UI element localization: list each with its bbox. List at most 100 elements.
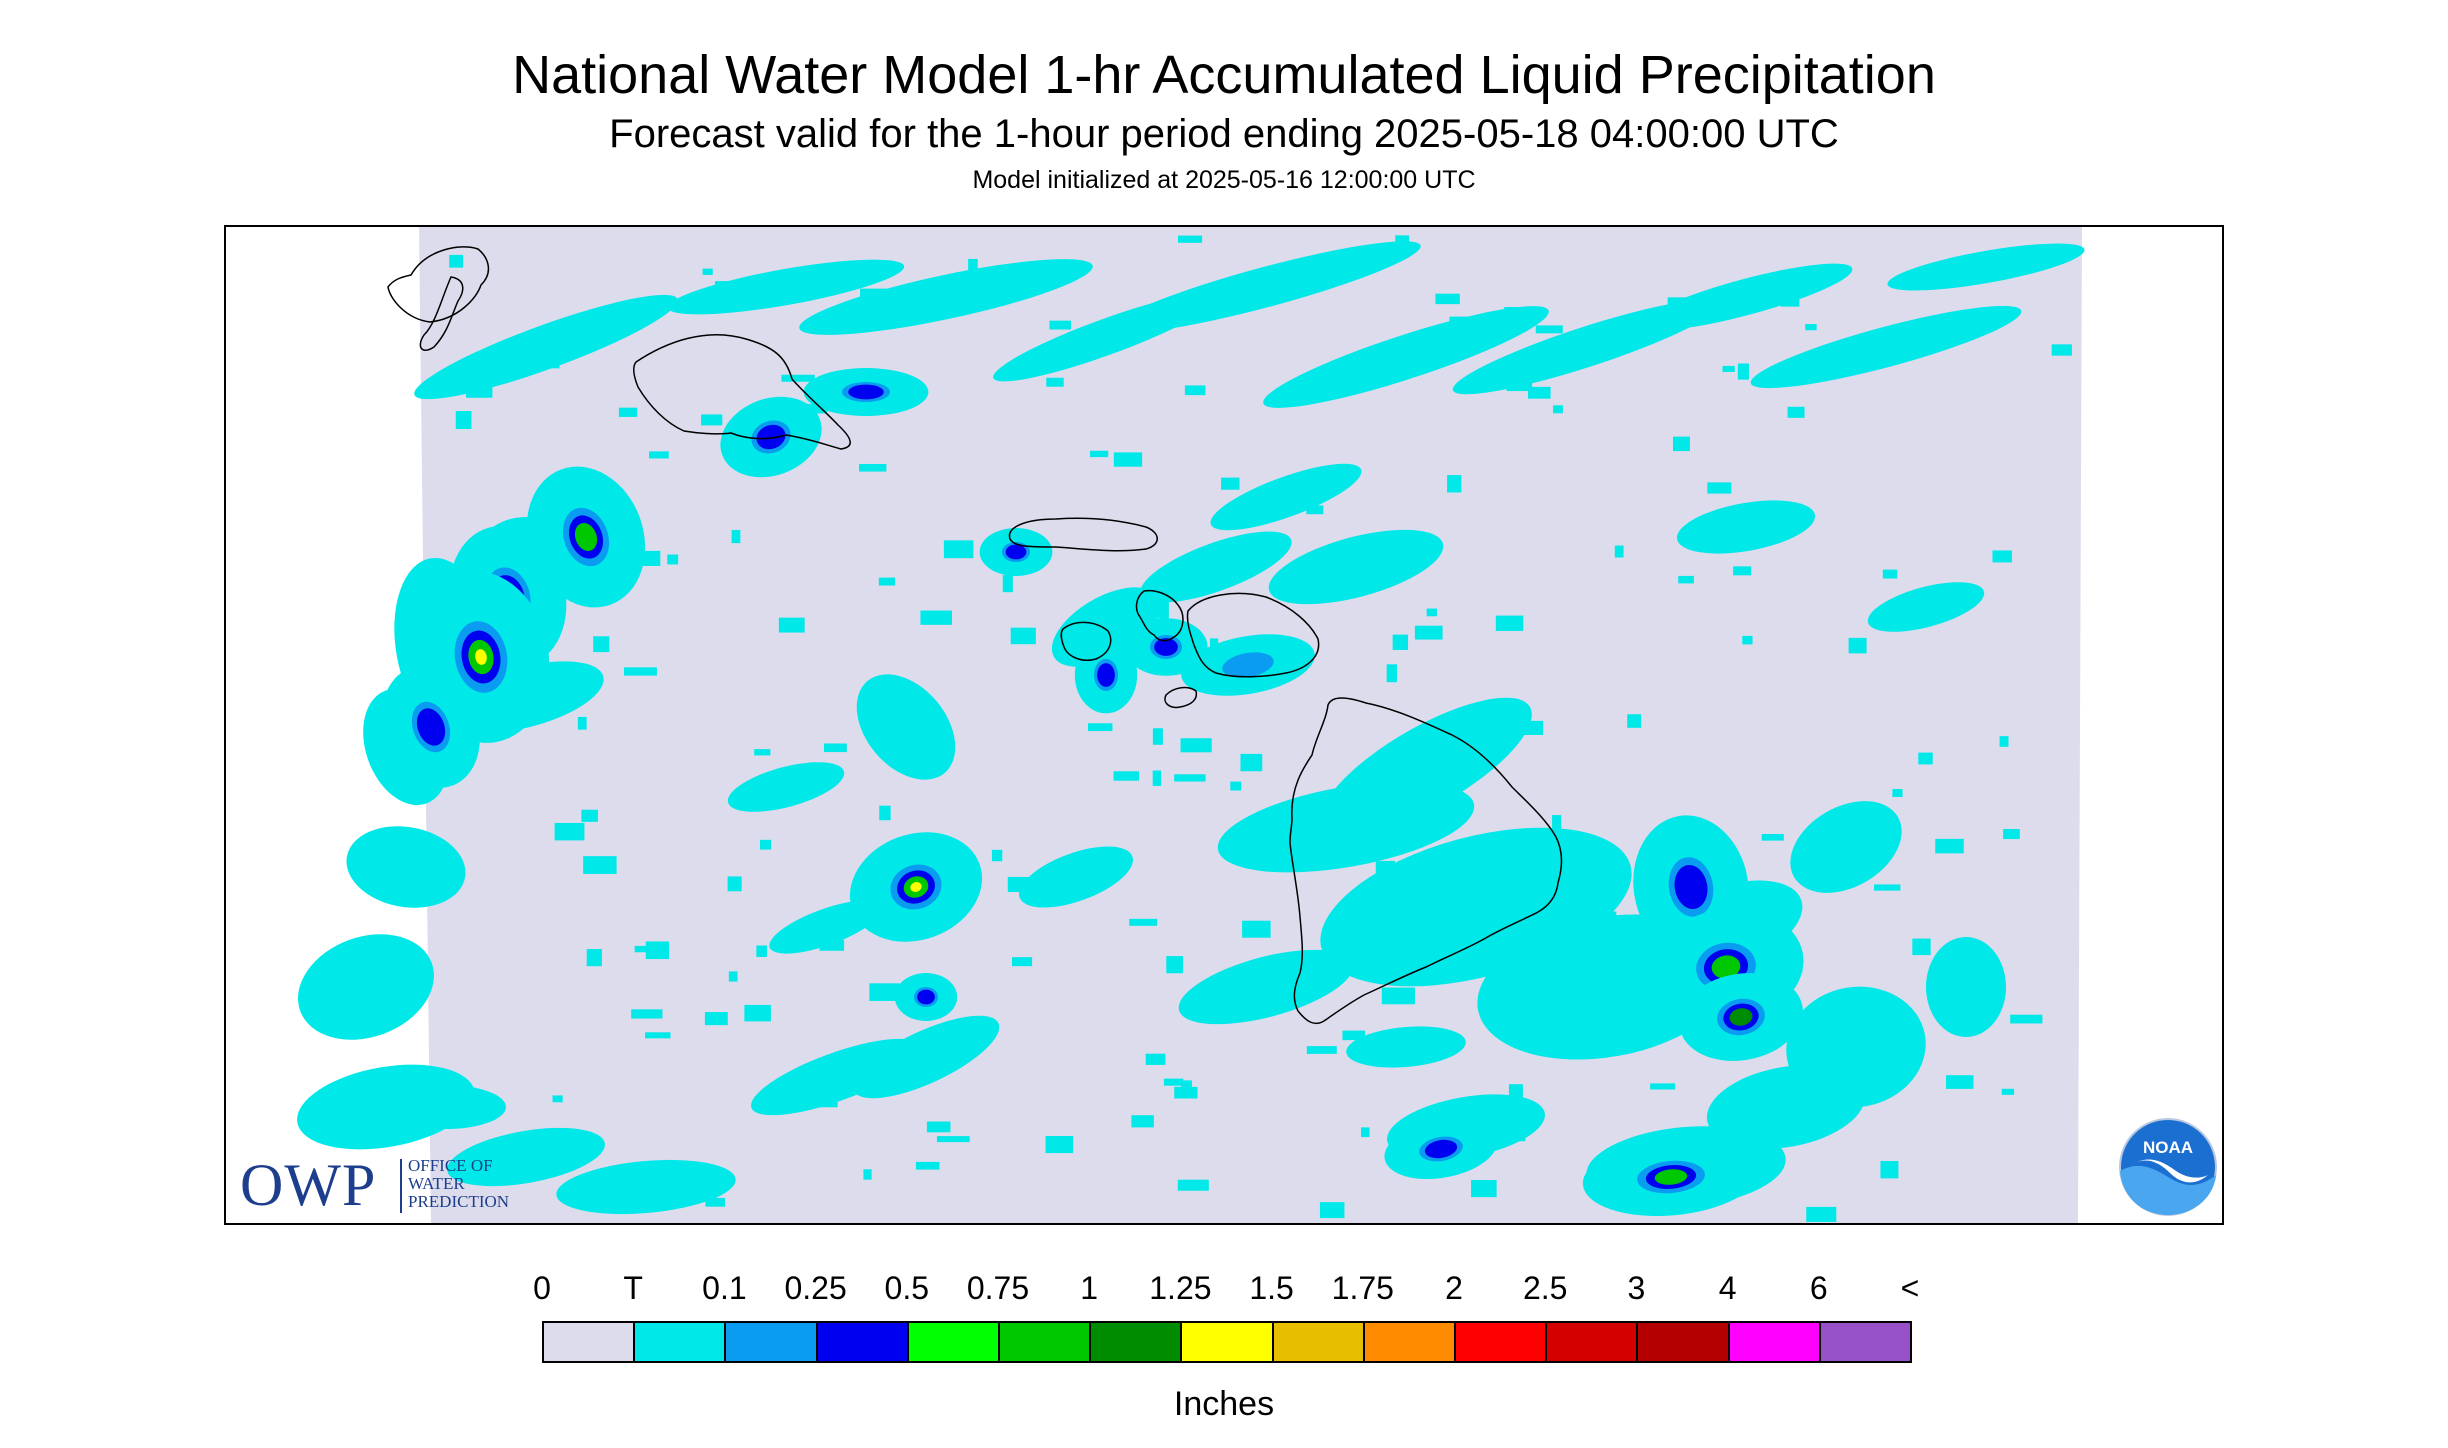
precip-cell [1946, 1075, 1974, 1089]
precip-cell [645, 941, 670, 960]
precip-cell [778, 617, 805, 633]
legend-tick-label: 2.5 [1522, 1270, 1568, 1306]
legend-swatch [542, 1321, 636, 1363]
precip-cell [1787, 406, 1805, 418]
precip-cell [1268, 529, 1444, 605]
legend-tick-label: 1 [1080, 1270, 1099, 1306]
precip-cell [1639, 263, 1853, 331]
legend-tick-label: 1.25 [1149, 1270, 1212, 1306]
precip-cell [754, 749, 771, 756]
precip-cell [1306, 1046, 1337, 1054]
precip-cell [449, 254, 464, 268]
map-subtitle: Forecast valid for the 1-hour period end… [609, 112, 1839, 156]
precip-cell [1174, 774, 1206, 782]
owp-line-3: PREDICTION [408, 1192, 510, 1211]
precip-cell [1733, 566, 1752, 576]
precip-cell [1552, 815, 1562, 831]
precip-cell [1912, 938, 1931, 956]
precip-cell [1045, 1135, 1074, 1154]
legend-swatch [998, 1321, 1092, 1363]
precip-cell [1435, 293, 1460, 305]
precip-cell [1152, 728, 1163, 745]
precip-cell [1742, 635, 1753, 645]
precip-cell [649, 451, 669, 459]
precip-cell [1012, 957, 1033, 967]
precip-cell [856, 674, 956, 780]
legend-labels: 0 T 0.1 0.25 0.5 0.75 1 1.25 1.5 1.75 2 2.5 3 4 6 < [0, 1270, 2448, 1310]
precip-cell [1131, 1115, 1154, 1128]
precip-cell [1650, 1083, 1676, 1090]
precip-cell [1184, 385, 1206, 396]
legend-swatch [1545, 1321, 1639, 1363]
precip-cell [1654, 1169, 1688, 1185]
precip-cell [1471, 1180, 1497, 1198]
precip-cell [1887, 243, 2085, 291]
precip-cell [860, 288, 889, 298]
precip-cell [1601, 858, 1617, 869]
precip-cell [1449, 316, 1468, 324]
precip-cell [1627, 714, 1642, 728]
legend-swatch [1454, 1321, 1548, 1363]
precip-cell [1583, 911, 1617, 922]
precip-cell [1146, 601, 1169, 619]
precip-cell [1553, 405, 1563, 414]
precip-cell [581, 809, 598, 822]
legend-tick-label: 0 [533, 1270, 551, 1306]
legend-swatch [1362, 1321, 1456, 1363]
precip-cell [414, 294, 678, 400]
precip-cell [702, 268, 713, 275]
precip-cell [1874, 884, 1901, 891]
legend-swatch [1089, 1321, 1183, 1363]
precip-cell [1535, 325, 1563, 334]
precip-cell [2003, 829, 2020, 840]
precip-cell [574, 522, 598, 552]
precip-cell [1615, 923, 1650, 930]
precip-cell [1007, 876, 1031, 892]
precip-cell [1706, 1065, 1866, 1149]
precip-cell [298, 934, 434, 1040]
precip-cell [760, 839, 772, 850]
precip-cell [1882, 569, 1898, 579]
precip-cell [1148, 305, 1182, 319]
precip-cell [556, 1159, 736, 1215]
precip-cell [756, 424, 786, 450]
precip-cell [819, 939, 845, 951]
legend-tick-label: 6 [1809, 1270, 1828, 1306]
precip-cell [1230, 781, 1242, 791]
precip-cell [1848, 637, 1867, 654]
precip-cell [852, 1015, 1000, 1099]
precip-cell [1154, 638, 1178, 656]
precip-cell [1113, 452, 1143, 467]
legend-swatch [633, 1321, 727, 1363]
precip-cell [824, 743, 847, 753]
precip-cell [1495, 615, 1524, 631]
precip-cell [455, 411, 472, 430]
precip-cell [817, 1098, 838, 1108]
precip-cell [727, 762, 845, 812]
precip-cell [801, 403, 828, 414]
lanai-coastline [1060, 621, 1112, 661]
precip-cell [631, 1009, 663, 1019]
precip-cell [781, 374, 815, 382]
precip-cell [910, 882, 922, 892]
precip-cell [1387, 879, 1409, 887]
precip-cell [714, 281, 748, 299]
legend-tick-label: 0.5 [884, 1270, 930, 1306]
precip-cell [1090, 450, 1109, 458]
legend-tick-label: 1.75 [1331, 1270, 1394, 1306]
precip-cell [1360, 1127, 1370, 1138]
legend-swatch [1271, 1321, 1365, 1363]
maui-coastline [1135, 589, 1320, 678]
precip-cell [1543, 925, 1553, 935]
legend-swatch [1180, 1321, 1274, 1363]
precip-cell [475, 649, 487, 665]
legend-tick-label: 2 [1445, 1270, 1463, 1306]
map-canvas [297, 227, 2085, 1223]
precip-cell [1177, 235, 1203, 243]
precip-cell [920, 610, 953, 625]
precip-cell [1504, 307, 1526, 316]
owp-logo-subtext: OFFICE OF WATER PREDICTION [408, 1157, 509, 1211]
precip-cell [346, 826, 466, 908]
legend-swatch [1636, 1321, 1730, 1363]
precipitation-map[interactable]: OWP OFFICE OF WATER PREDICTION NOAA [224, 225, 2224, 1225]
